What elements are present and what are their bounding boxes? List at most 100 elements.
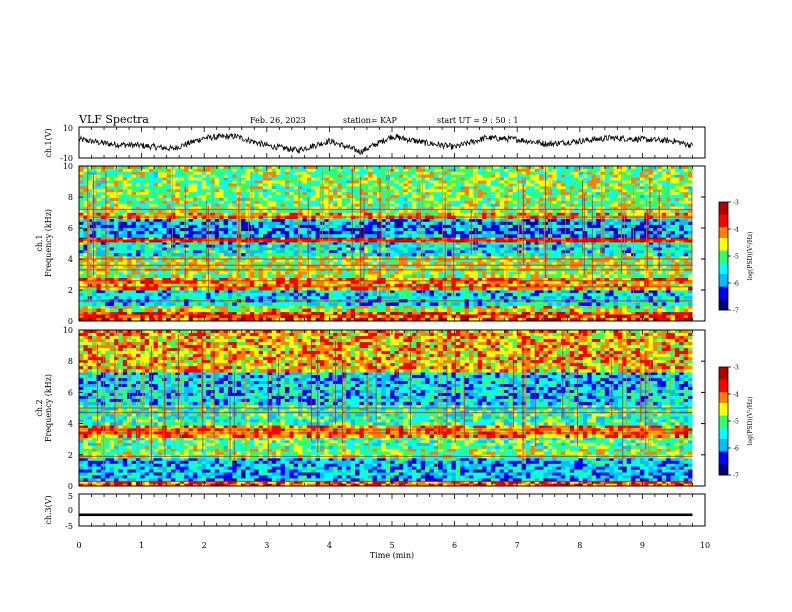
spectrogram-cell: [508, 283, 514, 288]
spectrogram-cell: [425, 308, 430, 313]
spectrogram-cell: [508, 237, 514, 241]
spectrogram-cell: [372, 317, 378, 322]
spectrogram-cell: [197, 228, 203, 232]
spectrogram-cell: [232, 250, 238, 254]
spectrogram-cell: [149, 274, 154, 278]
spectrogram-cell: [394, 265, 400, 269]
spectrogram-cell: [504, 308, 509, 313]
spectrogram-cell: [490, 231, 496, 235]
spectrogram-cell: [320, 286, 325, 291]
spectrogram-cell: [688, 283, 693, 288]
spectrogram-cell: [582, 247, 588, 251]
spectrogram-cell: [79, 286, 84, 291]
spectrogram-cell: [609, 224, 614, 229]
spectrogram-cell: [596, 271, 601, 275]
spectrogram-cell: [114, 293, 119, 297]
spectrogram-cell: [96, 308, 102, 313]
spectrogram-cell: [258, 247, 264, 251]
spectrogram-cell: [201, 290, 207, 294]
spectrogram-cell: [206, 317, 211, 322]
spectrogram-cell: [359, 228, 365, 232]
spectrogram-cell: [447, 314, 452, 319]
spectrogram-cell: [525, 274, 531, 278]
spectrogram-cell: [109, 286, 115, 291]
spectrogram-cell: [276, 265, 281, 269]
spectrogram-cell: [188, 218, 194, 223]
spectrogram-cell: [122, 265, 128, 269]
spectrogram-cell: [197, 218, 203, 223]
spectrogram-cell: [267, 212, 273, 216]
spectrogram-cell: [460, 314, 466, 319]
spectrogram-cell: [171, 305, 176, 309]
spectrogram-cell: [341, 305, 347, 309]
spectrogram-cell: [412, 241, 417, 246]
spectrogram-cell: [171, 237, 176, 241]
spectrogram-cell: [157, 244, 163, 248]
spectrogram-cell: [653, 250, 658, 254]
spectrogram-cell: [311, 314, 317, 319]
spectrogram-cell: [355, 247, 360, 251]
spectrogram-cell: [83, 283, 89, 288]
spectrogram-cell: [241, 265, 246, 269]
spectrogram-cell: [105, 317, 111, 322]
spectrogram-cell: [271, 253, 277, 257]
spectrogram-cell: [666, 280, 671, 285]
spectrogram-cell: [267, 290, 273, 294]
spectrogram-cell: [219, 283, 224, 288]
spectrogram-cell: [100, 302, 106, 306]
spectrogram-cell: [87, 212, 93, 216]
spectrogram-cell: [556, 239, 562, 243]
spectrogram-cell: [135, 224, 141, 229]
spectrogram-cell: [153, 283, 159, 288]
spectrogram-cell: [547, 296, 553, 300]
spectrogram-cell: [144, 317, 150, 322]
spectrogram-cell: [324, 212, 330, 216]
spectrogram-cell: [179, 247, 185, 251]
spectrogram-cell: [552, 234, 558, 238]
spectrogram-cell: [135, 314, 141, 319]
spectrogram-cell: [556, 317, 562, 322]
spectrogram-cell: [227, 237, 233, 241]
spectrogram-cell: [412, 239, 417, 243]
spectrogram-cell: [582, 302, 588, 306]
spectrogram-cell: [359, 244, 365, 248]
spectrogram-cell: [578, 244, 584, 248]
spectrogram-cell: [648, 305, 654, 309]
spectrogram-cell: [508, 228, 514, 232]
spectrogram-cell: [679, 244, 685, 248]
spectrogram-cell: [552, 277, 558, 282]
spectrogram-cell: [574, 271, 579, 275]
spectrogram-cell: [368, 274, 373, 278]
spectrogram-cell: [372, 259, 378, 263]
spectrogram-cell: [455, 262, 461, 266]
spectrogram-cell: [324, 259, 330, 263]
spectrogram-cell: [267, 271, 273, 275]
spectrogram-cell: [171, 259, 176, 263]
spectrogram-cell: [499, 250, 505, 254]
spectrogram-cell: [144, 314, 150, 319]
spectrogram-cell: [162, 212, 168, 216]
spectrogram-cell: [368, 262, 373, 266]
spectrogram-cell: [482, 286, 487, 291]
spectrogram-cell: [569, 271, 575, 275]
spectrogram-cell: [122, 228, 128, 232]
spectrogram-cell: [214, 314, 220, 319]
spectrogram-cell: [622, 255, 628, 260]
spectrogram-cell: [122, 218, 128, 223]
spectrogram-cell: [355, 228, 360, 232]
spectrogram-cell: [596, 283, 601, 288]
spectrogram-cell: [280, 224, 286, 229]
spectrogram-cell: [394, 274, 400, 278]
spectrogram-cell: [390, 247, 395, 251]
spectrogram-cell: [302, 218, 308, 223]
spectrogram-cell: [249, 259, 255, 263]
spectrogram-cell: [328, 271, 334, 275]
spectrogram-cell: [315, 253, 321, 257]
spectrogram-cell: [118, 317, 124, 322]
spectrogram-cell: [341, 253, 347, 257]
spectrogram-cell: [315, 280, 321, 285]
spectrogram-cell: [552, 218, 558, 223]
spectrogram-cell: [157, 250, 163, 254]
spectrogram-cell: [320, 296, 325, 300]
spectrogram-cell: [609, 274, 614, 278]
